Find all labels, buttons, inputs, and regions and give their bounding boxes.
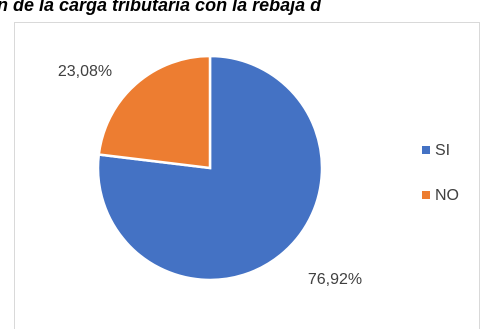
legend-label: NO [435, 187, 459, 204]
legend-swatch [422, 146, 430, 154]
pie-slice [97, 54, 212, 170]
legend-label: SI [435, 142, 450, 159]
chart-title: n de la carga tributaria con la rebaja d [0, 0, 322, 15]
data-label: 23,08% [58, 63, 112, 80]
data-label: 76,92% [308, 271, 362, 288]
legend-swatch [422, 191, 430, 199]
